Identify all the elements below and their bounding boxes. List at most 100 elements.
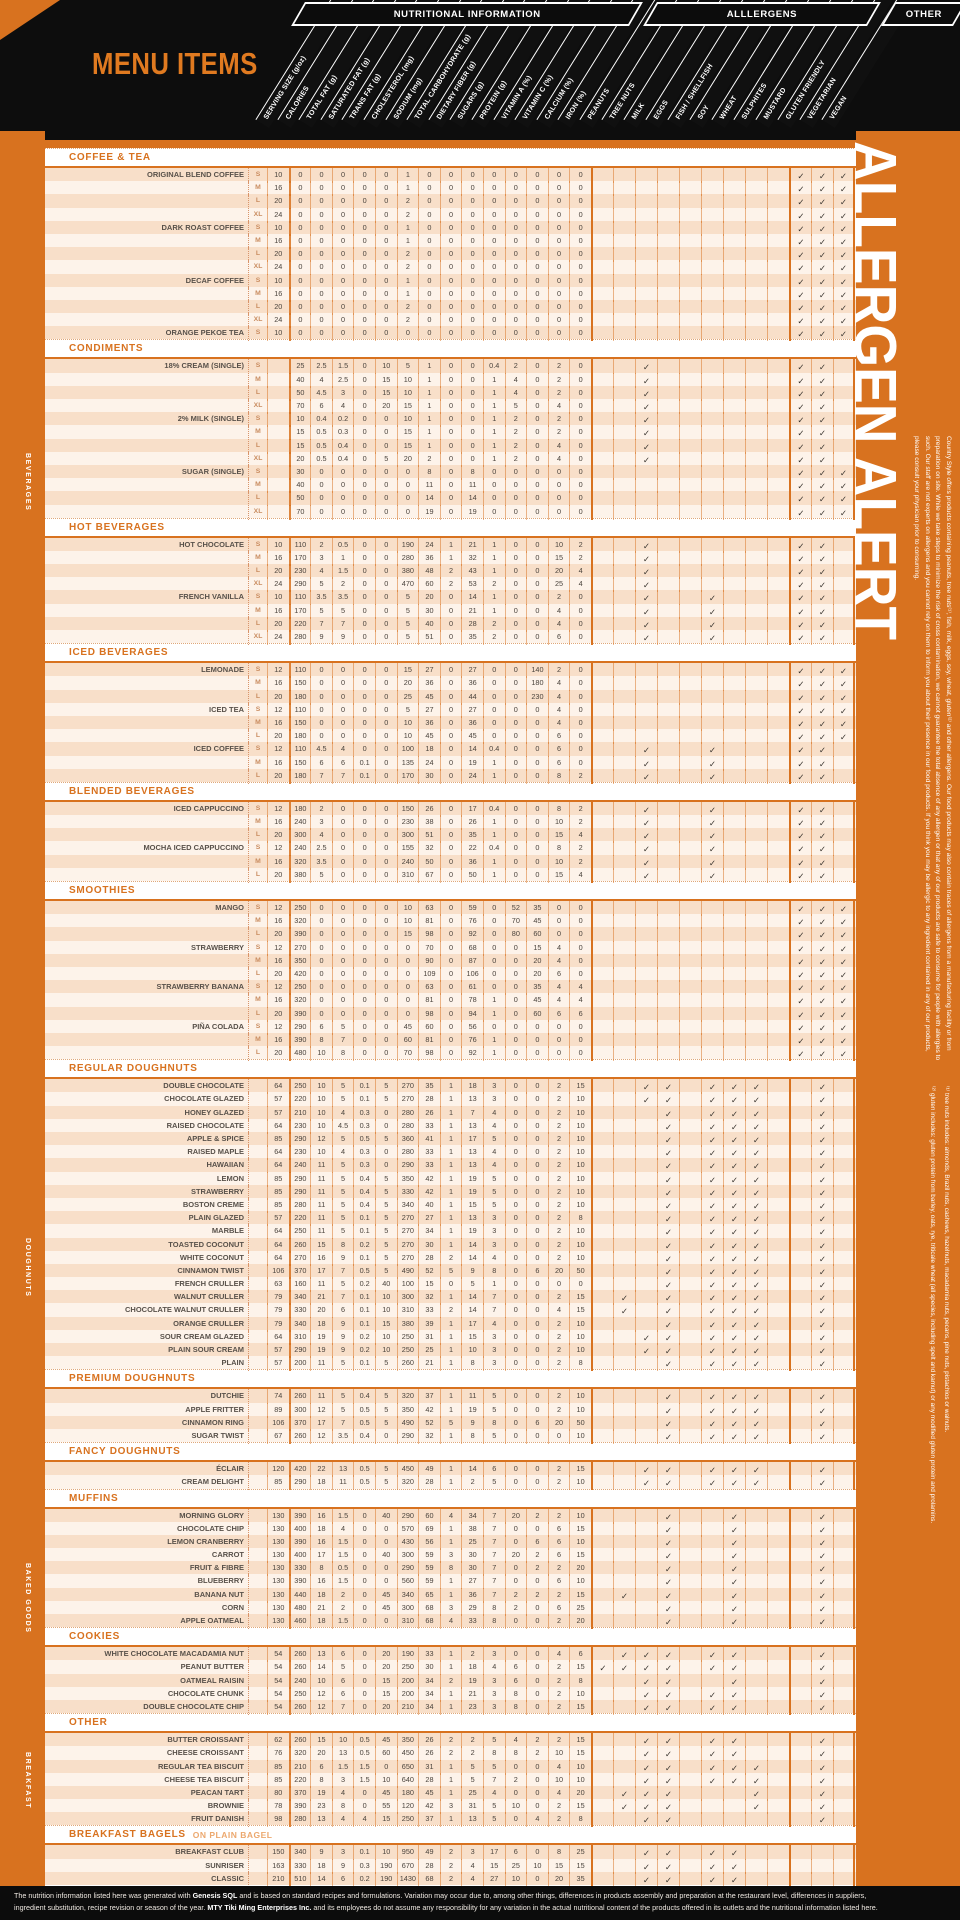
- allergen-check-cell: [678, 372, 701, 388]
- check-icon: ✓: [620, 1306, 628, 1317]
- allergen-check-cell: ✓: [700, 1171, 723, 1187]
- check-icon: ✓: [730, 1253, 738, 1264]
- value-cell: 0: [482, 299, 505, 315]
- check-icon: ✓: [708, 606, 716, 617]
- allergen-check-cell: ✓: [810, 590, 833, 606]
- allergen-check-cell: [766, 220, 789, 236]
- value-cell: 0: [353, 1019, 375, 1035]
- allergen-check-cell: [744, 742, 767, 758]
- allergen-check-cell: ✓: [810, 273, 833, 289]
- allergen-check-cell: [788, 1343, 811, 1358]
- allergen-check-cell: [766, 1614, 789, 1629]
- check-icon: ✓: [818, 692, 826, 703]
- value-cell: 0: [331, 901, 354, 916]
- value-cell: 5: [374, 1224, 397, 1240]
- allergen-check-cell: [766, 676, 789, 692]
- value-cell: 5: [374, 1211, 397, 1227]
- allergen-check-cell: ✓: [832, 326, 855, 342]
- value-cell: 0: [504, 1224, 527, 1240]
- value-cell: 34: [418, 1699, 440, 1715]
- allergen-check-cell: [766, 247, 789, 263]
- value-cell: 0: [569, 260, 591, 276]
- value-cell: 57: [267, 1211, 289, 1227]
- allergen-check-cell: [832, 1660, 855, 1676]
- value-cell: 0: [310, 663, 332, 679]
- allergen-check-cell: ✓: [744, 1329, 767, 1345]
- value-cell: 20: [504, 1548, 527, 1564]
- item-name: CLASSIC: [45, 1871, 249, 1887]
- value-cell: 20: [396, 451, 419, 467]
- allergen-check-cell: [634, 927, 657, 943]
- allergen-check-cell: ✓: [810, 1006, 833, 1022]
- allergen-check-cell: ✓: [788, 1032, 811, 1048]
- value-cell: 1: [439, 1475, 462, 1491]
- menu-item-row: LEMON 85 290 11 5 0.4 5 350 42 1 19 5 0 0 2 10 ✓ ✓ ✓ ✓ ✓: [45, 1171, 856, 1187]
- value-cell: 106: [267, 1263, 289, 1279]
- allergen-check-cell: [766, 663, 789, 679]
- allergen-check-cell: [656, 603, 679, 619]
- allergen-check-cell: ✓: [722, 1600, 745, 1616]
- value-cell: 9: [331, 1316, 354, 1332]
- value-cell: 5: [482, 1402, 505, 1418]
- value-cell: 13: [461, 1118, 483, 1134]
- allergen-check-cell: [700, 464, 723, 480]
- check-icon: ✓: [797, 1049, 805, 1060]
- item-name: LEMONADE: [45, 663, 249, 679]
- value-cell: 0: [504, 1277, 527, 1293]
- check-icon: ✓: [818, 567, 826, 578]
- value-cell: 0: [331, 914, 354, 930]
- allergen-check-cell: [832, 1587, 855, 1603]
- value-cell: 0: [461, 425, 483, 441]
- value-cell: 15: [569, 1587, 591, 1603]
- value-cell: 6: [526, 1534, 548, 1550]
- value-cell: 0: [547, 927, 570, 943]
- allergen-check-cell: ✓: [810, 1733, 833, 1749]
- value-cell: 2: [547, 1402, 570, 1418]
- value-cell: 0: [482, 980, 505, 996]
- allergen-check-cell: [678, 1428, 701, 1444]
- allergen-check-cell: ✓: [612, 1290, 635, 1306]
- value-cell: 0: [374, 425, 397, 441]
- allergen-check-cell: [678, 1092, 701, 1108]
- allergen-check-cell: [678, 1746, 701, 1762]
- value-cell: 0: [374, 438, 397, 454]
- value-cell: 100: [396, 1277, 419, 1293]
- value-cell: 0: [461, 260, 483, 276]
- allergen-check-cell: ✓: [722, 1508, 745, 1524]
- allergen-check-cell: [612, 425, 635, 441]
- check-icon: ✓: [708, 1174, 716, 1185]
- allergen-check-cell: [590, 1746, 613, 1762]
- check-icon: ✓: [752, 1148, 760, 1159]
- allergen-check-cell: [744, 1548, 767, 1564]
- value-cell: 3.5: [331, 590, 354, 606]
- check-icon: ✓: [818, 1564, 826, 1575]
- allergen-check-cell: ✓: [722, 1673, 745, 1689]
- value-cell: 13: [310, 1812, 332, 1828]
- size-label: S: [255, 540, 261, 548]
- allergen-check-cell: [678, 1475, 701, 1491]
- value-cell: 15: [396, 425, 419, 441]
- check-icon: ✓: [708, 1874, 716, 1885]
- value-cell: 0: [374, 207, 397, 223]
- allergen-check-cell: [656, 207, 679, 223]
- size-label: S: [255, 1022, 261, 1030]
- value-cell: 250: [288, 1079, 311, 1095]
- value-cell: 16: [310, 1508, 332, 1524]
- value-cell: 5: [439, 1263, 462, 1279]
- menu-item-row: HONEY GLAZED 57 210 10 4 0.3 0 280 26 1 7 4 0 0 2 10 ✓ ✓ ✓…: [45, 1105, 856, 1121]
- value-cell: 0: [374, 603, 397, 619]
- menu-item-row: CARROT 130 400 17 1.5 0 40 300 59 3 30 7 20 2 6 15 ✓ ✓ ✓: [45, 1548, 856, 1564]
- value-cell: 26: [461, 815, 483, 831]
- item-name: [45, 715, 249, 731]
- allergen-check-cell: [590, 1587, 613, 1603]
- check-icon: ✓: [797, 771, 805, 782]
- allergen-check-cell: [678, 841, 701, 857]
- check-icon: ✓: [839, 316, 847, 327]
- allergen-check-cell: [590, 630, 613, 645]
- allergen-check-cell: [634, 1132, 657, 1147]
- allergen-check-cell: ✓: [810, 1197, 833, 1213]
- allergen-check-cell: [590, 966, 613, 982]
- value-cell: 0: [504, 326, 527, 342]
- value-cell: 2: [569, 841, 591, 857]
- value-cell: 0: [374, 1428, 397, 1444]
